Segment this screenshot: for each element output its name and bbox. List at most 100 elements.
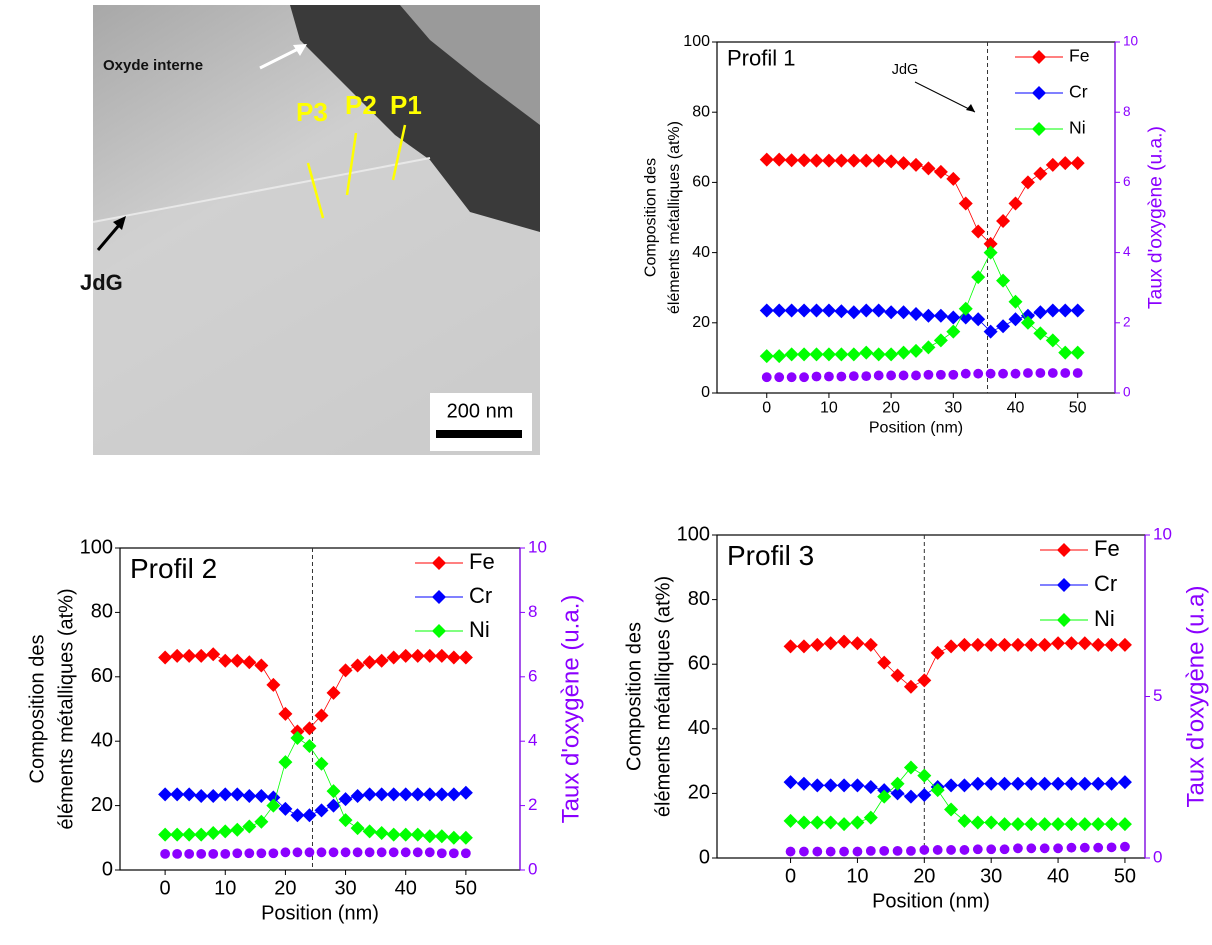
marker (996, 319, 1011, 334)
marker (1045, 303, 1060, 318)
y2-tick-label: 2 (1123, 314, 1131, 329)
marker (1064, 817, 1079, 832)
oxygen-marker (873, 370, 884, 381)
marker (350, 788, 365, 803)
marker (446, 787, 461, 802)
oxygen-marker (268, 848, 279, 859)
marker (859, 345, 874, 360)
marker (1024, 776, 1039, 791)
y2-tick-label: 10 (1153, 524, 1172, 543)
marker (917, 768, 932, 783)
marker (796, 776, 811, 791)
marker (834, 347, 849, 362)
marker (1010, 817, 1025, 832)
legend-marker (1032, 122, 1046, 136)
oxygen-marker (1026, 843, 1037, 854)
marker (971, 312, 986, 327)
marker (917, 788, 932, 803)
legend-marker (1032, 50, 1046, 64)
marker (837, 817, 852, 832)
marker (997, 637, 1012, 652)
legend-marker (1057, 543, 1071, 557)
arrow (96, 223, 122, 251)
marker (909, 307, 923, 322)
marker (983, 236, 998, 251)
marker (884, 305, 899, 320)
marker (984, 815, 999, 830)
marker (398, 827, 413, 842)
y-axis-label: Composition des (26, 635, 48, 784)
y-tick-label: 40 (688, 717, 710, 739)
marker (1117, 637, 1132, 652)
boundary-label: JdG (80, 270, 123, 295)
marker (958, 196, 973, 211)
marker (859, 153, 874, 168)
marker (434, 787, 449, 802)
marker (983, 245, 998, 260)
y-tick-label: 100 (683, 33, 710, 50)
marker (158, 827, 173, 842)
marker (1024, 817, 1039, 832)
oxygen-marker (424, 847, 435, 858)
oxygen-marker (280, 847, 291, 858)
oxygen-marker (799, 372, 809, 383)
plot-frame (716, 534, 1146, 859)
marker (1117, 817, 1132, 832)
oxygen-marker (959, 845, 970, 855)
x-tick-label: 10 (846, 865, 868, 887)
marker (434, 829, 449, 844)
marker (863, 779, 878, 794)
marker (917, 673, 932, 688)
profile-title: Profil 1 (727, 45, 795, 70)
x-tick-label: 40 (1007, 399, 1025, 416)
oxygen-marker (400, 847, 411, 858)
marker (1045, 333, 1060, 348)
marker (809, 153, 824, 168)
marker (422, 829, 437, 844)
marker (821, 303, 836, 318)
marker (970, 815, 985, 830)
marker (266, 677, 281, 692)
marker (458, 650, 473, 665)
marker (386, 650, 401, 665)
marker (170, 827, 185, 842)
legend-label: Fe (1069, 46, 1090, 66)
oxygen-marker (1013, 843, 1023, 854)
marker (278, 755, 293, 770)
scale-box (430, 393, 532, 451)
y-tick-label: 40 (91, 729, 113, 751)
x-tick-label: 0 (785, 865, 796, 887)
oxygen-marker (232, 848, 243, 859)
legend-marker (432, 624, 446, 638)
legend-label: Ni (1094, 606, 1115, 631)
marker (170, 648, 185, 663)
marker (877, 655, 892, 670)
marker (410, 787, 425, 802)
marker (1064, 636, 1079, 651)
y-tick-label: 60 (688, 652, 710, 674)
oxygen-marker (785, 846, 796, 857)
marker (1020, 175, 1035, 190)
lower-grain (93, 158, 540, 455)
chart: 0 10 20 30 40 50 0 20 40 60 80 100 0 2 4 6 8 10 Position (… (643, 33, 1167, 436)
scale-label: 200 nm (447, 400, 514, 422)
y-tick-label: 80 (91, 601, 113, 623)
marker (957, 778, 972, 793)
marker (846, 305, 861, 320)
y-tick-label: 100 (80, 536, 113, 558)
oxygen-marker (879, 845, 890, 856)
oxygen-marker (328, 847, 339, 858)
oxygen-marker (973, 368, 984, 379)
y-tick-label: 80 (692, 103, 710, 120)
oxygen-marker (1093, 842, 1104, 853)
marker (434, 648, 449, 663)
marker (890, 668, 905, 683)
y-tick-label: 60 (91, 665, 113, 687)
marker (254, 658, 269, 673)
marker (957, 637, 972, 652)
x-tick-label: 30 (944, 399, 962, 416)
y-tick-label: 80 (688, 588, 710, 610)
marker (930, 645, 945, 660)
marker (398, 648, 413, 663)
marker (896, 305, 911, 320)
